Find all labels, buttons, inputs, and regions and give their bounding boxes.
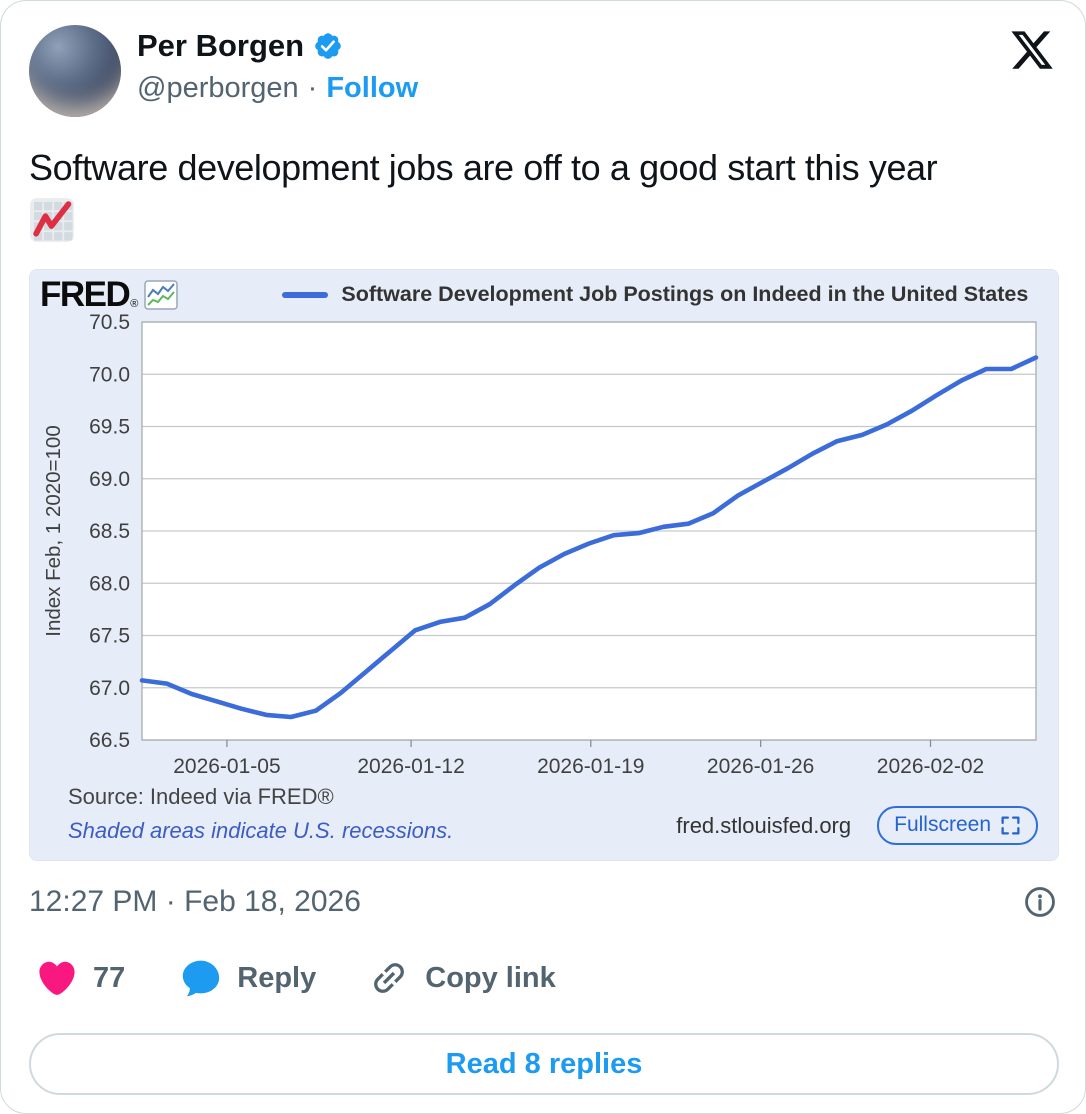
reply-button[interactable]: Reply [180,957,316,999]
svg-text:67.0: 67.0 [89,677,130,700]
reply-label: Reply [237,961,317,994]
chart-legend: Software Development Job Postings on Ind… [282,282,1028,307]
avatar[interactable] [29,25,121,117]
like-count: 77 [93,961,126,994]
timestamp-row: 12:27 PM · Feb 18, 2026 [29,885,1057,919]
tweet-header: Per Borgen @perborgen · Follow [29,23,1057,119]
chart-source-text: Source: Indeed via FRED® [68,784,334,809]
svg-text:2026-01-26: 2026-01-26 [707,755,814,778]
chart-increasing-emoji-icon [29,197,75,243]
info-icon[interactable] [1023,885,1057,919]
recessions-note[interactable]: Shaded areas indicate U.S. recessions. [68,818,454,843]
copy-link-button[interactable]: Copy link [368,957,556,999]
svg-text:67.5: 67.5 [89,625,130,648]
svg-text:69.5: 69.5 [89,416,130,439]
legend-series-label: Software Development Job Postings on Ind… [341,282,1029,306]
fullscreen-icon [1000,815,1021,836]
svg-text:68.0: 68.0 [89,572,130,595]
svg-text:70.0: 70.0 [89,363,130,386]
svg-text:66.5: 66.5 [89,729,130,752]
heart-icon[interactable] [36,957,78,999]
engagement-row: 77 Reply Copy link [36,957,556,999]
fullscreen-label: Fullscreen [894,813,991,836]
fred-graph-icon [144,279,179,310]
fred-logo[interactable]: FRED [40,275,131,314]
svg-text:70.5: 70.5 [89,311,130,334]
svg-text:2026-01-05: 2026-01-05 [173,755,280,778]
handle-separator: · [307,72,318,105]
chart-footer-right: fred.stlouisfed.org Fullscreen [676,806,1038,845]
follow-button[interactable]: Follow [326,72,419,105]
fred-chart-header: FRED ® Software Development Job Postings… [40,277,1028,312]
fred-line-chart: 70.5 70.0 69.5 69.0 68.5 68.0 67.5 67.0 66.5 2026… [42,311,1039,778]
author-handle[interactable]: @perborgen [137,72,299,105]
chart-source-block: Source: Indeed via FRED® Shaded areas in… [68,784,453,844]
svg-text:69.0: 69.0 [89,468,130,491]
svg-text:2026-01-12: 2026-01-12 [357,755,464,778]
read-replies-label: Read 8 replies [445,1047,643,1080]
read-replies-button[interactable]: Read 8 replies [29,1033,1059,1095]
fred-logo-registered-mark: ® [130,298,139,310]
author-block: Per Borgen @perborgen · Follow [137,28,419,105]
verified-badge-icon [313,31,343,61]
svg-text:2026-02-02: 2026-02-02 [877,755,984,778]
fullscreen-button[interactable]: Fullscreen [877,806,1038,845]
fred-chart-embed: FRED ® Software Development Job Postings… [29,269,1059,861]
tweet-body: Software development jobs are off to a g… [29,145,1057,243]
link-icon [368,957,410,999]
author-name[interactable]: Per Borgen [137,28,305,63]
reply-bubble-icon [180,957,222,999]
tweet-text: Software development jobs are off to a g… [29,147,938,188]
svg-text:68.5: 68.5 [89,520,130,543]
copy-link-label: Copy link [425,961,556,994]
like-group[interactable]: 77 [36,957,125,999]
fred-site-link[interactable]: fred.stlouisfed.org [676,812,852,838]
svg-text:Index Feb, 1 2020=100: Index Feb, 1 2020=100 [42,425,65,636]
svg-text:2026-01-19: 2026-01-19 [537,755,644,778]
timestamp[interactable]: 12:27 PM · Feb 18, 2026 [29,885,361,918]
legend-line-swatch [282,291,329,298]
x-logo-icon[interactable] [1009,27,1055,73]
